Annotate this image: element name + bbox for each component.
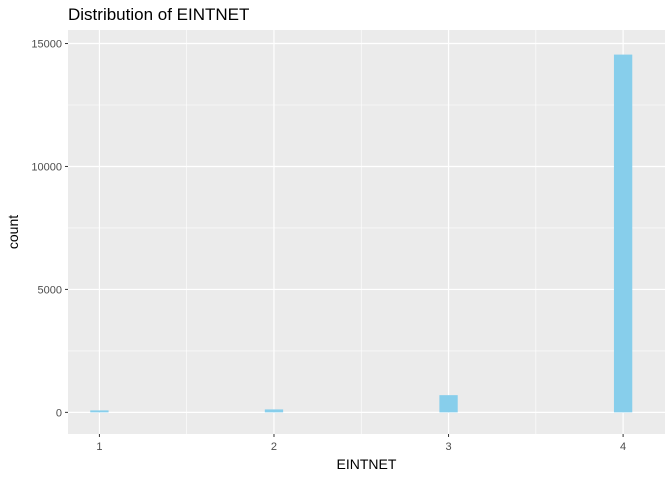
chart-title: Distribution of EINTNET — [68, 5, 249, 24]
bar — [613, 54, 633, 413]
bar — [264, 409, 284, 413]
bars — [90, 54, 633, 413]
bar — [439, 395, 458, 413]
plot-panel — [68, 30, 665, 434]
axes: 0 5000 10000 15000 1 2 3 4 — [31, 39, 626, 453]
y-tick-label: 15000 — [31, 39, 62, 51]
bar — [90, 410, 109, 413]
x-tick-label: 1 — [96, 441, 102, 453]
x-tick-label: 2 — [271, 441, 277, 453]
x-tick-label: 4 — [620, 441, 626, 453]
x-tick-label: 3 — [445, 441, 451, 453]
y-tick-label: 10000 — [31, 161, 62, 173]
y-axis-title: count — [5, 215, 21, 249]
y-tick-label: 5000 — [38, 284, 62, 296]
y-tick-label: 0 — [56, 407, 62, 419]
x-axis-title: EINTNET — [337, 456, 397, 472]
